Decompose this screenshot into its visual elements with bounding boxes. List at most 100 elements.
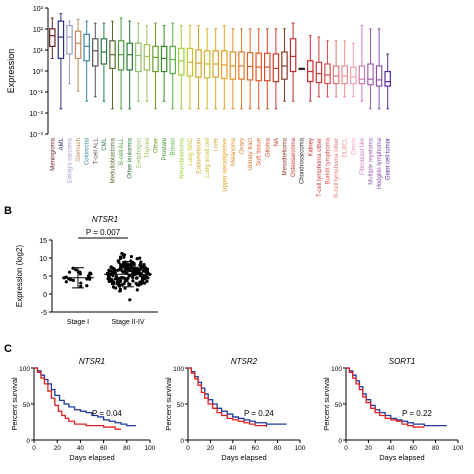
survival-curve (34, 367, 137, 427)
survival-curve (346, 367, 425, 428)
scatter-point (135, 276, 139, 280)
y-tick-label: 10⁰ (32, 68, 43, 76)
scatter-point (74, 268, 78, 272)
category-label: Ovary (240, 138, 246, 154)
scatter-point (64, 280, 68, 284)
scatter-point (85, 284, 89, 288)
category-label: Lung NSC (188, 137, 194, 165)
scatter-point (131, 276, 135, 280)
y-tick-label: 10⁻¹ (29, 90, 43, 97)
scatter-point (124, 262, 128, 266)
x-tick-label: 80 (274, 445, 282, 452)
scatter-point (143, 281, 147, 285)
scatter-point (120, 269, 124, 273)
x-axis-title: Days elapsed (221, 453, 266, 462)
x-tick-label: 0 (344, 445, 348, 452)
x-tick-label: Stage II-IV (111, 319, 144, 326)
y-tick-label: 15 (39, 238, 47, 245)
category-label: Osteosarcoma (291, 137, 297, 177)
category-label: Endometrium (197, 138, 203, 174)
category-label: B-cell ALL (119, 137, 125, 165)
x-tick-label: 100 (145, 445, 156, 452)
panel-c1-survival: NTSR1 0 50 100 0 20 40 60 80 100 Days elapsed Perce… (10, 357, 156, 462)
survival-title: NTSR2 (231, 357, 258, 366)
category-label: Multiple myeloma (369, 137, 375, 184)
scatter-point (145, 270, 150, 274)
y-tick-label: 100 (331, 366, 342, 373)
x-tick-label: 40 (229, 445, 237, 452)
scatter-point (111, 280, 115, 284)
scatter-point (117, 260, 121, 264)
scatter-point (78, 272, 82, 276)
box (375, 65, 383, 87)
scatter-point (79, 281, 83, 285)
scatter-point (138, 256, 142, 260)
scatter-point (118, 289, 122, 293)
scatter-point (122, 282, 126, 286)
y-tick-label: 50 (335, 402, 343, 409)
scatter-point (69, 278, 73, 282)
category-label: CML (102, 137, 108, 150)
category-label: Chondrosarcoma (300, 137, 306, 184)
category-label: Thyroid (145, 138, 151, 158)
box (367, 63, 374, 86)
scatter-point (112, 267, 116, 271)
y-tick-label: 0 (26, 438, 30, 445)
box (350, 66, 357, 85)
box (143, 44, 151, 71)
scatter-point (144, 274, 148, 279)
scatter-point (138, 263, 142, 267)
scatter-point (122, 253, 127, 257)
x-tick-label: 0 (32, 445, 36, 452)
category-label: Hodgkin lymphoma (377, 137, 383, 189)
scatter-point (138, 282, 142, 286)
scatter-point (123, 286, 127, 290)
box (358, 65, 366, 85)
category-label: Soft tissue (257, 137, 263, 166)
y-axis-title: Percent survival (322, 377, 331, 431)
y-tick-label: 0 (43, 292, 47, 299)
category-label: Giant cell tumor (386, 138, 392, 180)
y-axis-title: Percent survival (164, 377, 173, 431)
scatter-point (138, 274, 142, 278)
survival-curve (34, 367, 121, 430)
x-tick-label: 40 (387, 445, 395, 452)
panel-b-scatter: NTSR1 -5 0 5 10 15 Expression (log2) Stage I Sta… (15, 215, 158, 326)
scatter-point (117, 267, 122, 272)
scatter-point (114, 274, 118, 278)
x-tick-label: 60 (252, 445, 260, 452)
box (126, 42, 133, 71)
scatter-point (107, 268, 111, 272)
scatter-point (79, 284, 83, 288)
scatter-point (120, 265, 124, 269)
panel-a-boxplot: 10³ 10² 10¹ 10⁰ 10⁻¹ 10⁻² 10⁻³ Expression Mening… (6, 6, 392, 198)
box (384, 70, 391, 87)
y-tick-label: -5 (41, 310, 47, 317)
category-label: Ewing's sarcoma (68, 137, 74, 183)
box (57, 20, 65, 60)
category-label: Other leukemia (128, 137, 134, 178)
scatter-point (89, 272, 93, 276)
scatter-point (119, 255, 123, 259)
x-tick-label: 60 (100, 445, 108, 452)
scatter-point (132, 263, 136, 267)
category-label: Lung small cell (205, 138, 211, 178)
x-tick-label: 80 (123, 445, 131, 452)
scatter-point (114, 286, 118, 290)
box (178, 47, 185, 76)
x-tick-label: 100 (295, 445, 306, 452)
survival-curve (188, 367, 268, 428)
y-tick-label: 10¹ (33, 48, 44, 55)
x-tick-label: 60 (410, 445, 418, 452)
scatter-point (67, 270, 72, 274)
category-label: Upper aerodigestive (222, 137, 228, 191)
scatter-point (140, 279, 144, 283)
category-label: Esophagus (136, 138, 142, 168)
x-tick-label: 40 (77, 445, 85, 452)
scatter-point (145, 279, 149, 283)
category-label: Breast (171, 138, 177, 156)
scatter-point (123, 279, 127, 283)
box (324, 63, 331, 85)
scatter-point (131, 279, 135, 283)
scatter-point (142, 263, 146, 267)
